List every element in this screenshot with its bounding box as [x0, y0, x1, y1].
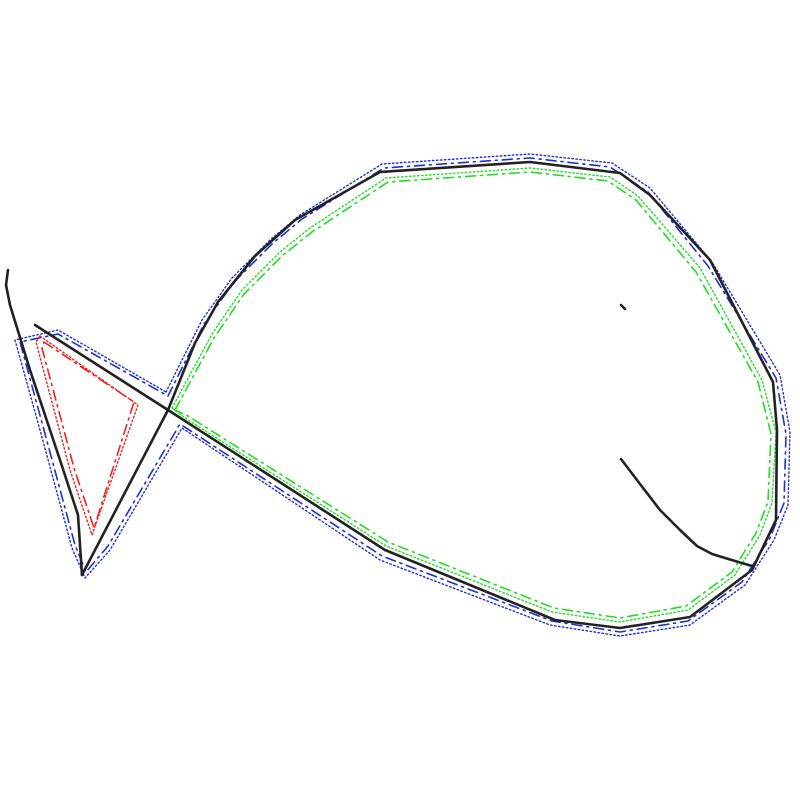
body-outline-dotted [171, 167, 777, 623]
fish-body-stroke [33, 160, 779, 630]
tail-outline [35, 335, 139, 536]
body-outline-dashdot [174, 171, 772, 619]
fish-mouth-stroke [619, 457, 754, 568]
fish-eye-stroke [619, 303, 627, 311]
outer-outline-dotted [14, 153, 791, 637]
body-outline [171, 167, 777, 623]
fish-ink [4, 160, 779, 630]
tail-outline-dashdot [41, 341, 135, 529]
fish-tail-stroke [4, 268, 84, 577]
